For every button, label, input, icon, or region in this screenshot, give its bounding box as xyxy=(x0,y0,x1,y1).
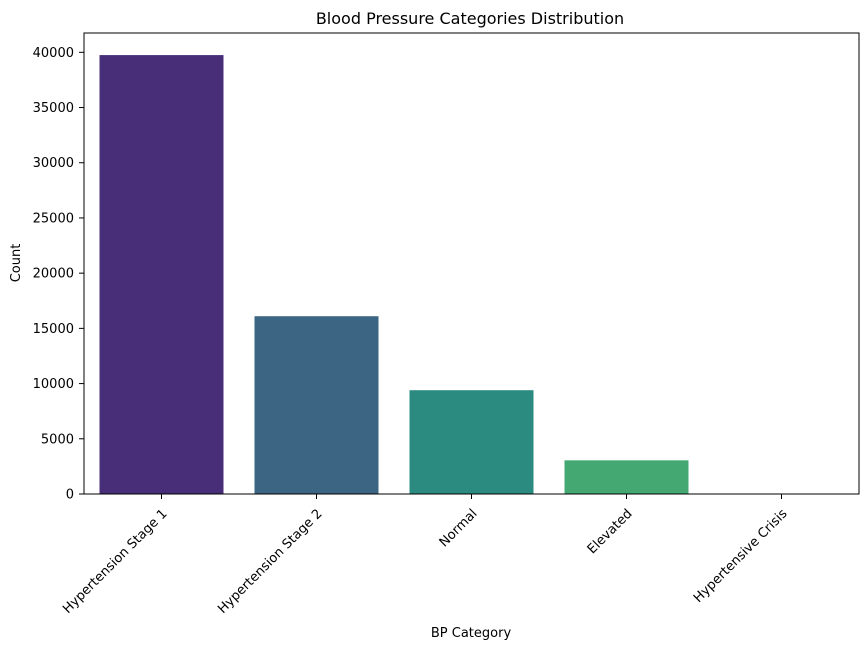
x-tick-label: Hypertensive Crisis xyxy=(691,506,791,606)
chart-title: Blood Pressure Categories Distribution xyxy=(316,9,624,28)
x-tick-label: Elevated xyxy=(585,506,636,557)
y-tick-label: 20000 xyxy=(33,267,74,282)
bar-normal xyxy=(409,390,534,494)
bars xyxy=(99,55,844,494)
y-tick-label: 15000 xyxy=(33,322,74,337)
bar-hypertension-stage-1 xyxy=(99,55,224,494)
bar-elevated xyxy=(564,460,689,494)
x-tick-label: Normal xyxy=(437,506,481,550)
x-tick-label: Hypertension Stage 2 xyxy=(215,506,325,616)
y-axis-title: Count xyxy=(9,244,24,283)
y-axis: 0 5000 10000 15000 20000 25000 30000 35000 40000 xyxy=(33,46,84,503)
y-tick-label: 0 xyxy=(66,488,74,503)
y-tick-label: 10000 xyxy=(33,377,74,392)
x-axis: Hypertension Stage 1 Hypertension Stage 2… xyxy=(60,494,791,617)
y-tick-label: 35000 xyxy=(33,101,74,116)
x-axis-title: BP Category xyxy=(431,626,512,641)
y-tick-label: 30000 xyxy=(33,156,74,171)
y-tick-label: 25000 xyxy=(33,211,74,226)
plot-frame xyxy=(83,32,860,495)
y-tick-label: 40000 xyxy=(33,46,74,61)
y-tick-label: 5000 xyxy=(41,432,74,447)
bar-hypertension-stage-2 xyxy=(254,316,379,494)
x-tick-label: Hypertension Stage 1 xyxy=(60,506,170,616)
